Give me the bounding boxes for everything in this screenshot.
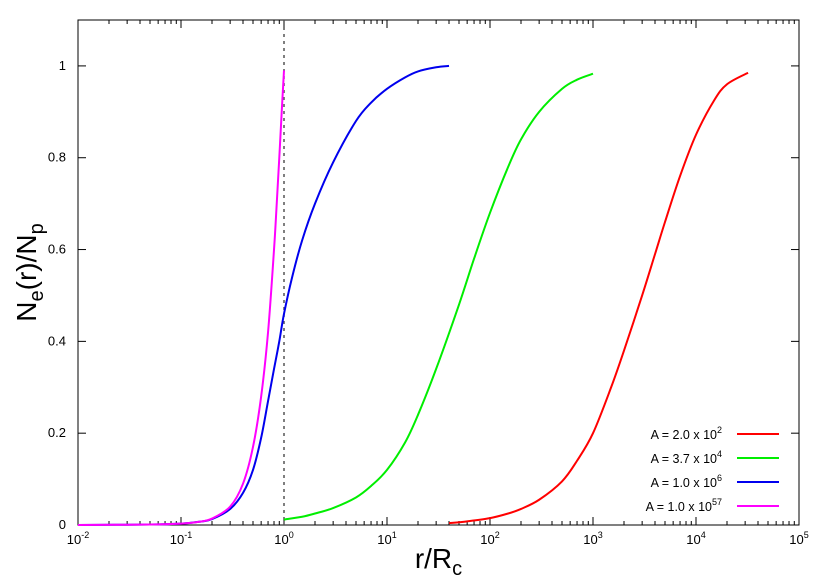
plot-frame bbox=[77, 19, 800, 526]
x-axis-label: r/Rc bbox=[415, 543, 462, 580]
x-tick-label: 104 bbox=[686, 530, 705, 547]
x-tick-label: 100 bbox=[274, 530, 293, 547]
y-tick-label: 0.8 bbox=[48, 150, 66, 165]
series-line-3 bbox=[77, 70, 285, 526]
x-tick-label: 101 bbox=[377, 530, 396, 547]
x-tick-label: 105 bbox=[789, 530, 808, 547]
y-tick-label: 0 bbox=[59, 517, 66, 532]
axis-ticks: 0 0.2 0.4 0.6 0.8 1 10-2 10-1 100 101 102 103 104 105 bbox=[48, 20, 809, 547]
legend: A = 2.0 x 102 A = 3.7 x 104 A = 1.0 x 106 A… bbox=[646, 425, 779, 514]
legend-label: A = 1.0 x 1057 bbox=[646, 497, 722, 514]
series-lines bbox=[77, 20, 749, 526]
y-axis-label: Ne(r)/Np bbox=[11, 223, 48, 321]
x-tick-label: 102 bbox=[480, 530, 499, 547]
y-tick-label: 0.2 bbox=[48, 425, 66, 440]
y-tick-label: 1 bbox=[59, 58, 66, 73]
series-line-0 bbox=[448, 71, 749, 525]
y-tick-label: 0.4 bbox=[48, 333, 66, 348]
series-line-1 bbox=[283, 72, 594, 521]
axis-titles: r/Rc Ne(r)/Np bbox=[11, 223, 462, 580]
series-line-2 bbox=[77, 64, 450, 526]
x-tick-label: 103 bbox=[583, 530, 602, 547]
x-tick-label: 10-2 bbox=[67, 530, 89, 547]
legend-label: A = 1.0 x 106 bbox=[651, 473, 722, 490]
x-tick-label: 10-1 bbox=[170, 530, 192, 547]
legend-label: A = 3.7 x 104 bbox=[651, 449, 722, 466]
legend-label: A = 2.0 x 102 bbox=[651, 425, 722, 442]
y-tick-label: 0.6 bbox=[48, 242, 66, 257]
